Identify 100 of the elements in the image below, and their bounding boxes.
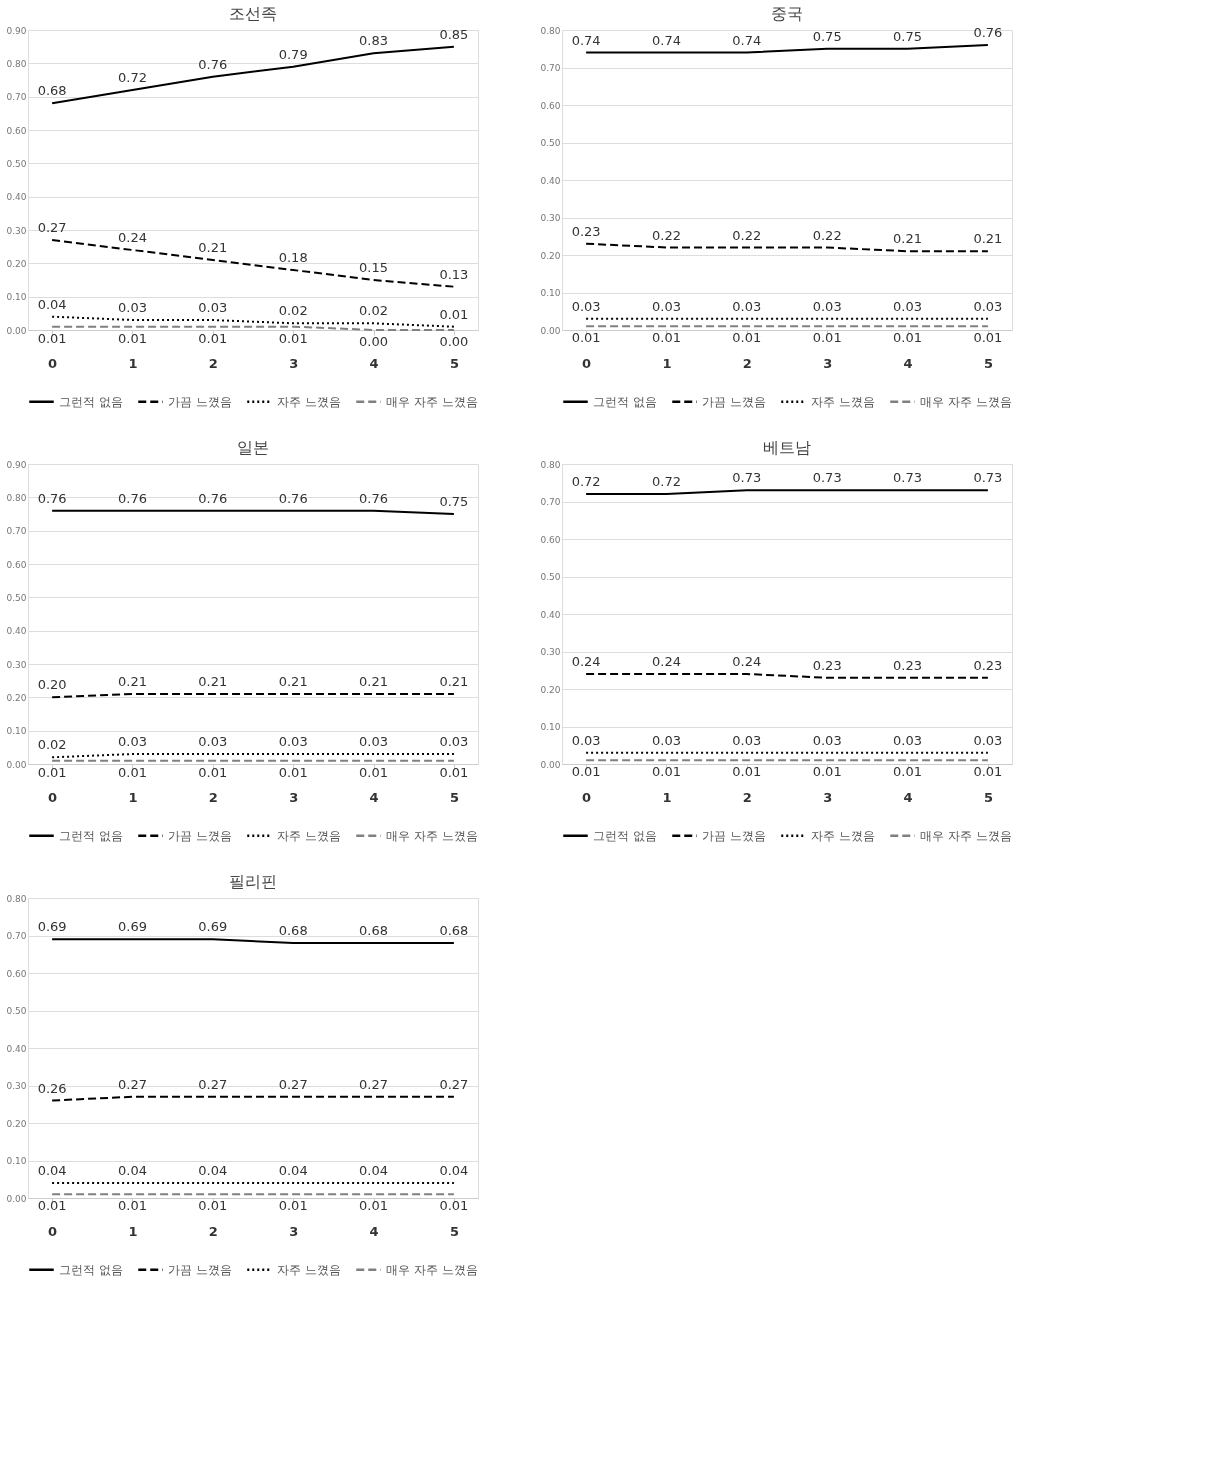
y-tick-label: 0.40 [540,175,561,186]
legend-label: 자주 느꼈음 [277,394,341,409]
y-tick-label: 0.40 [540,609,561,620]
data-label: 0.68 [37,83,67,99]
data-label: 0.27 [198,1076,228,1092]
data-label: 0.23 [973,657,1003,673]
y-tick-label: 0.10 [540,288,561,298]
y-tick-label: 0.80 [540,25,561,36]
y-tick-label: 0.20 [6,1118,27,1129]
y-tick-label: 0.10 [6,1156,27,1166]
y-tick-label: 0.50 [6,1006,27,1016]
data-label: 0.01 [37,1198,67,1214]
data-label: 0.24 [732,654,762,669]
data-label: 0.22 [651,227,681,243]
y-tick-label: 0.70 [540,497,561,507]
y-tick-label: 0.00 [540,759,561,770]
data-label: 0.01 [37,330,67,346]
x-tick-label: 5 [449,355,459,371]
data-label: 0.27 [37,220,67,235]
data-label: 0.21 [893,231,923,247]
data-label: 0.01 [117,330,147,346]
legend-label: 자주 느꼈음 [277,1262,341,1277]
y-tick-label: 0.80 [6,492,27,503]
chart-title: 조선족 [229,4,277,23]
chart-title: 베트남 [763,438,811,457]
data-label: 0.69 [117,919,147,935]
x-tick-label: 2 [208,789,218,805]
legend-label: 매우 자주 느꼈음 [920,394,1012,409]
x-tick-label: 1 [128,355,138,371]
data-label: 0.01 [198,1198,228,1214]
x-tick-label: 1 [662,355,672,371]
data-label: 0.24 [571,654,601,669]
data-label: 0.72 [651,474,681,489]
data-label: 0.03 [571,732,601,748]
y-tick-label: 0.30 [540,647,561,657]
data-label: 0.00 [439,334,469,349]
data-label: 0.27 [359,1076,389,1092]
y-tick-label: 0.30 [6,659,27,670]
data-label: 0.69 [198,919,228,935]
x-tick-label: 1 [128,789,138,805]
data-label: 0.04 [439,1163,469,1178]
legend-label: 매우 자주 느꼈음 [920,828,1012,843]
data-label: 0.76 [359,490,389,506]
x-tick-label: 2 [208,1223,218,1239]
data-label: 0.22 [812,227,842,243]
data-label: 0.73 [973,470,1003,486]
x-tick-label: 0 [48,1223,58,1239]
data-label: 0.01 [278,1198,308,1214]
y-tick-label: 0.30 [6,225,27,236]
y-tick-label: 0.50 [6,158,27,169]
data-label: 0.21 [198,674,228,689]
y-tick-label: 0.70 [6,526,27,537]
data-label: 0.01 [37,764,67,780]
legend-label: 그런적 없음 [593,828,657,843]
y-tick-label: 0.60 [6,125,27,136]
data-label: 0.03 [732,732,762,748]
y-tick-label: 0.20 [540,684,561,695]
data-label: 0.01 [571,764,601,780]
data-label: 0.01 [651,330,681,346]
x-tick-label: 5 [983,789,993,805]
data-label: 0.21 [973,231,1003,247]
legend-label: 가끔 느꼈음 [702,828,766,843]
data-label: 0.75 [439,494,469,509]
x-tick-label: 4 [369,1223,379,1239]
data-label: 0.01 [973,764,1003,780]
x-tick-label: 1 [662,789,672,805]
y-tick-label: 0.30 [540,213,561,223]
data-label: 0.03 [198,734,228,749]
data-label: 0.03 [439,734,469,749]
y-tick-label: 0.50 [6,592,27,603]
data-label: 0.21 [117,674,147,689]
chart-title: 중국 [771,4,803,23]
data-label: 0.23 [893,657,923,673]
data-label: 0.75 [812,28,842,44]
data-label: 0.76 [198,490,228,506]
data-label: 0.03 [278,734,308,749]
chart-title: 필리핀 [229,872,277,891]
y-tick-label: 0.00 [6,759,27,770]
data-label: 0.69 [37,919,67,935]
data-label: 0.26 [37,1080,67,1096]
data-label: 0.03 [812,298,842,314]
data-label: 0.03 [973,732,1003,748]
data-label: 0.72 [571,474,601,489]
legend-label: 가끔 느꼈음 [168,394,232,409]
data-label: 0.03 [893,732,923,748]
data-label: 0.03 [893,298,923,314]
legend-label: 자주 느꼈음 [811,394,875,409]
data-label: 0.01 [651,764,681,780]
data-label: 0.02 [359,303,389,319]
y-tick-label: 0.40 [6,192,27,203]
data-label: 0.73 [732,470,762,486]
data-label: 0.03 [117,300,147,315]
x-tick-label: 4 [369,355,379,371]
data-label: 0.03 [651,732,681,748]
data-label: 0.21 [198,240,228,255]
legend-label: 자주 느꼈음 [811,828,875,843]
data-label: 0.04 [359,1163,389,1178]
x-tick-label: 3 [289,355,299,371]
data-label: 0.13 [439,266,469,282]
data-label: 0.01 [117,1198,147,1214]
